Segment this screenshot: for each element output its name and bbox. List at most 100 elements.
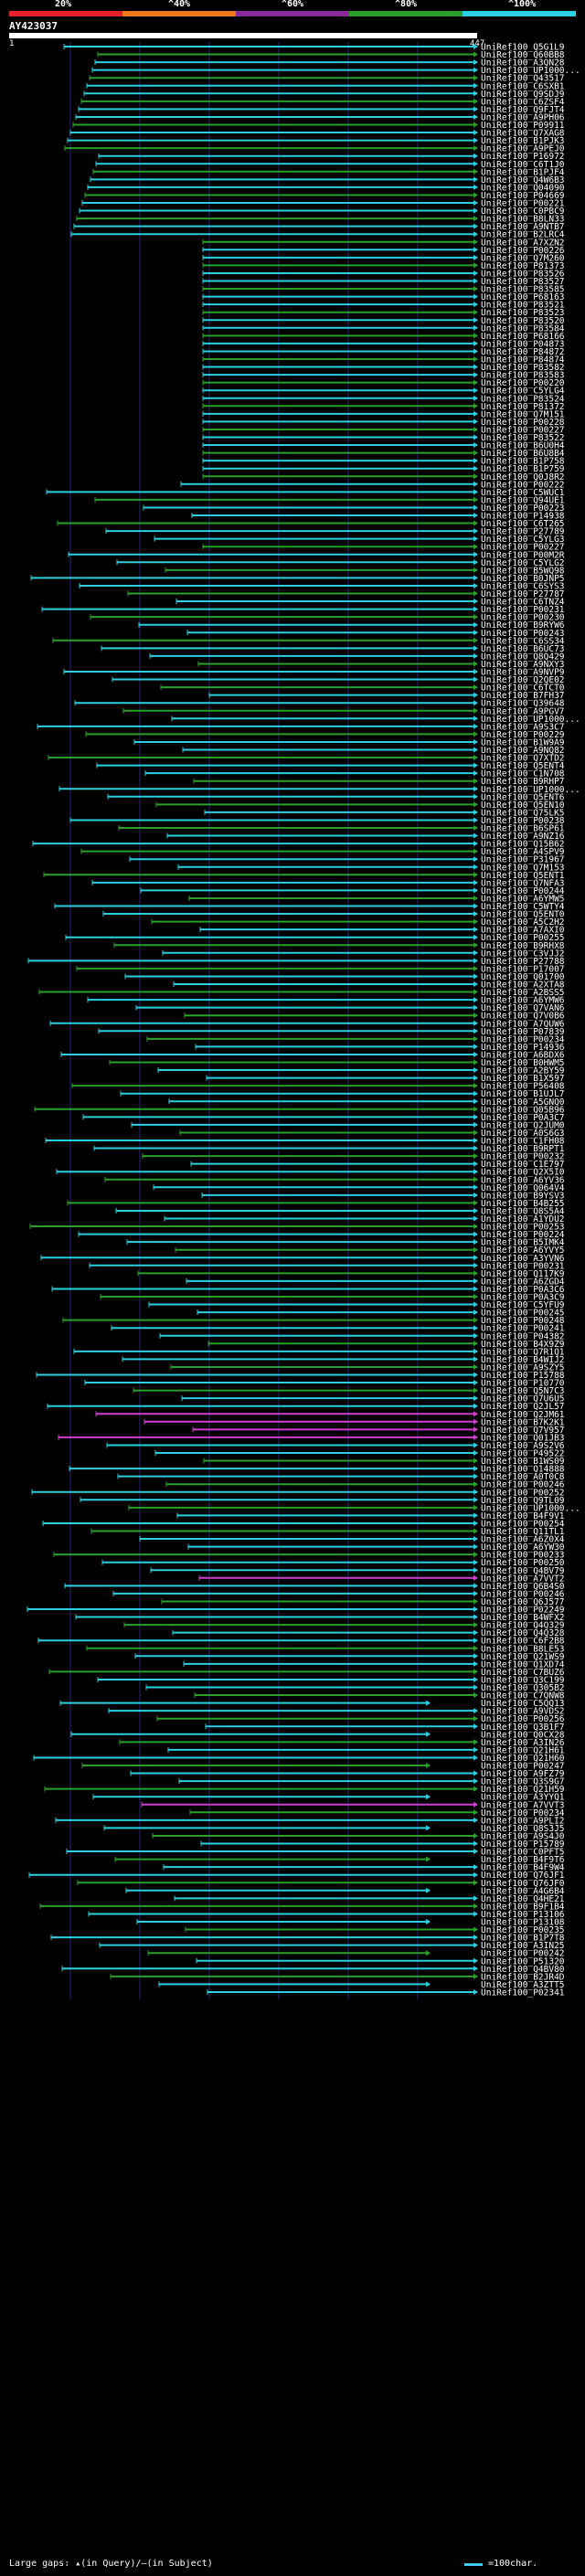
hit-label[interactable]: UniRef100_P00248 (481, 1316, 565, 1326)
hit-label[interactable]: UniRef100_Q4BV80 (481, 1965, 565, 1975)
hit-label[interactable]: UniRef100_Q7M153 (481, 863, 565, 873)
hit-label[interactable]: UniRef100_P00250 (481, 1558, 565, 1568)
hit-label[interactable]: UniRef100_P83521 (481, 301, 565, 311)
hit-label[interactable]: UniRef100_P00221 (481, 199, 565, 209)
hit-label[interactable]: UniRef100_A7VVT3 (481, 1800, 565, 1810)
hit-label[interactable]: UniRef100_P09911 (481, 121, 565, 131)
hit-label[interactable]: UniRef100_A9FZ79 (481, 1769, 565, 1779)
hit-label[interactable]: UniRef100_B9RPT1 (481, 1144, 565, 1154)
hit-label[interactable]: UniRef100_P15788 (481, 1371, 565, 1381)
hit-label[interactable]: UniRef100_Q21WS9 (481, 1652, 565, 1662)
hit-label[interactable]: UniRef100_B6U8B4 (481, 449, 565, 459)
hit-label[interactable]: UniRef100_P83527 (481, 277, 565, 287)
hit-label[interactable]: UniRef100_P00227 (481, 425, 565, 435)
hit-label[interactable]: UniRef100_C6T1J0 (481, 160, 565, 170)
hit-label[interactable]: UniRef100_A6YVY5 (481, 1246, 565, 1256)
hit-label[interactable]: UniRef100_Q14888 (481, 1465, 565, 1475)
hit-label[interactable]: UniRef100_P04873 (481, 339, 565, 349)
hit-label[interactable]: UniRef100_C5YFU9 (481, 1300, 565, 1310)
hit-label[interactable]: UniRef100_B9RYW6 (481, 620, 565, 631)
hit-label[interactable]: UniRef100_P07839 (481, 1027, 565, 1037)
hit-label[interactable]: UniRef100_B8LE53 (481, 1644, 565, 1654)
hit-label[interactable]: UniRef100_P14938 (481, 512, 565, 522)
hit-label[interactable]: UniRef100_P00228 (481, 418, 565, 428)
hit-label[interactable]: UniRef100_P83520 (481, 316, 565, 326)
hit-label[interactable]: UniRef100_A7QUW6 (481, 1019, 565, 1029)
hit-label[interactable]: UniRef100_Q5ENT6 (481, 792, 565, 802)
hit-label[interactable]: UniRef100_A9NVP9 (481, 668, 565, 678)
hit-label[interactable]: UniRef100_Q305B2 (481, 1683, 565, 1693)
hit-label[interactable]: UniRef100_A9NQ82 (481, 746, 565, 756)
hit-label[interactable]: UniRef100_C1E797 (481, 1160, 565, 1170)
hit-label[interactable]: UniRef100_P10770 (481, 1379, 565, 1389)
hit-label[interactable]: UniRef100_A9VDS2 (481, 1707, 565, 1717)
hit-label[interactable]: UniRef100_Q43517 (481, 74, 565, 84)
hit-label[interactable]: UniRef100_UP1000... (481, 785, 580, 795)
hit-label[interactable]: UniRef100_A1YDU2 (481, 1214, 565, 1224)
hit-label[interactable]: UniRef100_A4SPV9 (481, 847, 565, 857)
hit-label[interactable]: UniRef100_P00242 (481, 1949, 565, 1959)
hit-label[interactable]: UniRef100_P02341 (481, 1988, 565, 1998)
hit-label[interactable]: UniRef100_Q7U6U5 (481, 1394, 565, 1405)
hit-label[interactable]: UniRef100_P00230 (481, 613, 565, 623)
hit-label[interactable]: UniRef100_Q064V4 (481, 1183, 565, 1193)
hit-label[interactable]: UniRef100_P00243 (481, 629, 565, 639)
hit-label[interactable]: UniRef100_A9NXY3 (481, 660, 565, 670)
hit-label[interactable]: UniRef100_P00254 (481, 1519, 565, 1529)
hit-label[interactable]: UniRef100_P00223 (481, 504, 565, 514)
hit-label[interactable]: UniRef100_Q5EN10 (481, 800, 565, 811)
hit-label[interactable]: UniRef100_B9RHX8 (481, 941, 565, 951)
hit-label[interactable]: UniRef100_A2BY59 (481, 1066, 565, 1076)
hit-label[interactable]: UniRef100_Q94UE1 (481, 495, 565, 505)
hit-label[interactable]: UniRef100_Q11TL1 (481, 1527, 565, 1537)
hit-label[interactable]: UniRef100_A9NTB7 (481, 222, 565, 232)
hit-label[interactable]: UniRef100_C6T265 (481, 519, 565, 529)
hit-label[interactable]: UniRef100_A9NZ16 (481, 832, 565, 842)
hit-label[interactable]: UniRef100_B2JR4D (481, 1972, 565, 1982)
hit-label[interactable]: UniRef100_B1X597 (481, 1074, 565, 1084)
hit-label[interactable]: UniRef100_B4WFX2 (481, 1613, 565, 1623)
hit-label[interactable]: UniRef100_A5GNQ0 (481, 1097, 565, 1108)
hit-label[interactable]: UniRef100_Q5ENT0 (481, 910, 565, 920)
hit-label[interactable]: UniRef100_P83585 (481, 285, 565, 295)
hit-label[interactable]: UniRef100_B9YSV3 (481, 1191, 565, 1201)
hit-label[interactable]: UniRef100_B5WQ98 (481, 566, 565, 576)
hit-label[interactable]: UniRef100_B4X9Z9 (481, 1340, 565, 1350)
hit-label[interactable]: UniRef100_Q9FJT4 (481, 105, 565, 115)
hit-label[interactable]: UniRef100_A9PGV7 (481, 706, 565, 716)
hit-label[interactable]: UniRef100_Q7VAN6 (481, 1003, 565, 1013)
hit-label[interactable]: UniRef100_Q60BB8 (481, 50, 565, 60)
hit-label[interactable]: UniRef100_B6U0H4 (481, 441, 565, 451)
hit-label[interactable]: UniRef100_A9PLI2 (481, 1816, 565, 1826)
hit-label[interactable]: UniRef100_B1W9A9 (481, 737, 565, 747)
hit-label[interactable]: UniRef100_Q3C199 (481, 1675, 565, 1685)
hit-label[interactable]: UniRef100_Q2JL57 (481, 1402, 565, 1412)
hit-label[interactable]: UniRef100_Q7NFA3 (481, 878, 565, 888)
hit-label[interactable]: UniRef100_C5YLG4 (481, 387, 565, 397)
hit-label[interactable]: UniRef100_A3IN26 (481, 1738, 565, 1748)
hit-label[interactable]: UniRef100_P84872 (481, 347, 565, 357)
hit-label[interactable]: UniRef100_P84874 (481, 355, 565, 366)
hit-label[interactable]: UniRef100_P00226 (481, 246, 565, 256)
hit-label[interactable]: UniRef100_B2LRC4 (481, 230, 565, 240)
hit-label[interactable]: UniRef100_P27787 (481, 589, 565, 599)
hit-label[interactable]: UniRef100_Q5G1L9 (481, 43, 565, 53)
hit-label[interactable]: UniRef100_P81372 (481, 402, 565, 412)
hit-label[interactable]: UniRef100_C6SYS3 (481, 581, 565, 591)
hit-label[interactable]: UniRef100_P13106 (481, 1910, 565, 1920)
hit-label[interactable]: UniRef100_P00238 (481, 816, 565, 826)
hit-label[interactable]: UniRef100_Q7R1Q1 (481, 1347, 565, 1357)
hit-label[interactable]: UniRef100_C5YLG3 (481, 535, 565, 545)
hit-label[interactable]: UniRef100_Q75LK5 (481, 808, 565, 818)
hit-label[interactable]: UniRef100_P00244 (481, 886, 565, 896)
hit-label[interactable]: UniRef100_Q1XD74 (481, 1659, 565, 1670)
hit-label[interactable]: UniRef100_P0A3C9 (481, 1293, 565, 1303)
hit-label[interactable]: UniRef100_C5YLG2 (481, 558, 565, 568)
hit-label[interactable]: UniRef100_P00222 (481, 480, 565, 490)
hit-label[interactable]: UniRef100_Q2JM61 (481, 1410, 565, 1420)
hit-label[interactable]: UniRef100_P00245 (481, 1309, 565, 1319)
hit-label[interactable]: UniRef100_A0S6G3 (481, 1129, 565, 1139)
hit-label[interactable]: UniRef100_Q9SDJ9 (481, 90, 565, 100)
hit-label[interactable]: UniRef100_B8LN33 (481, 215, 565, 225)
hit-label[interactable]: UniRef100_P51320 (481, 1956, 565, 1966)
